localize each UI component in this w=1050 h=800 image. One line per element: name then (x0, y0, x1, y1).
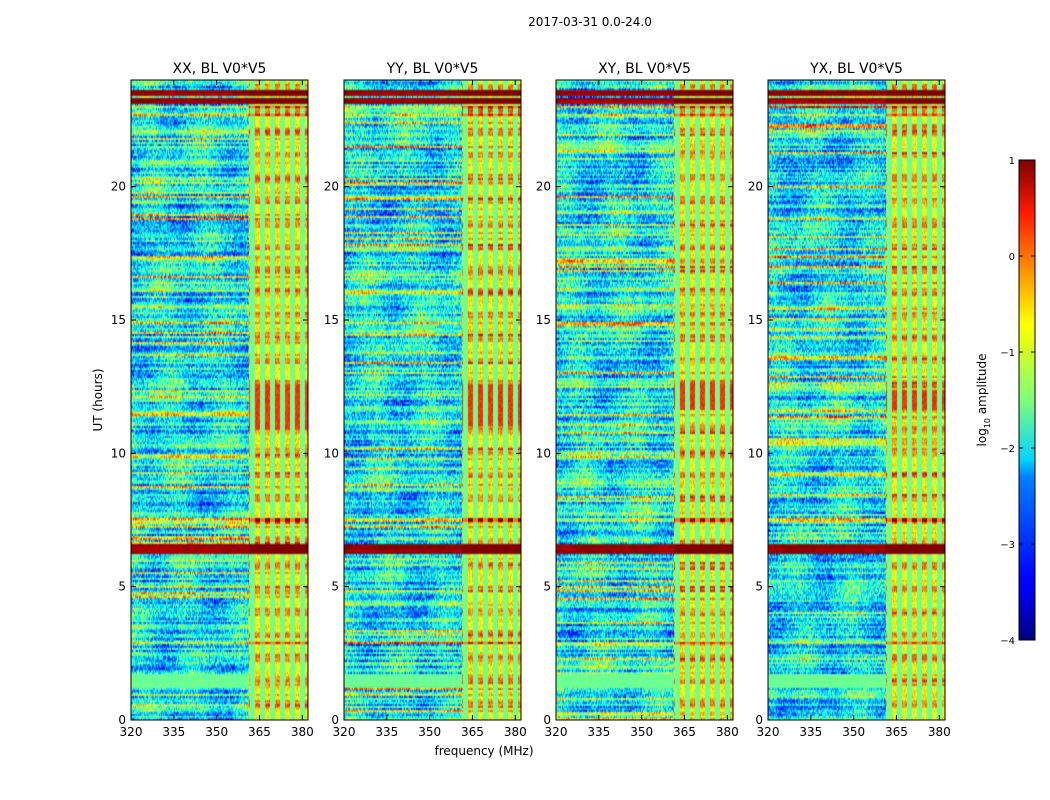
y-tick-label: 0 (543, 713, 551, 727)
x-tick-label: 335 (162, 725, 185, 739)
x-tick-label: 335 (375, 725, 398, 739)
panel-heatmap (131, 80, 308, 720)
x-axis-label: frequency (MHz) (434, 744, 533, 758)
y-tick-label: 0 (331, 713, 339, 727)
colorbar-label-log: log (975, 428, 989, 446)
y-tick-label: 0 (118, 713, 126, 727)
colorbar-label-rest: amplitude (975, 354, 989, 418)
panel-3: XY, BL V0*V5 320 335 350 365 380 0 5 10 15 20 (536, 61, 739, 739)
x-tick-label: 320 (333, 725, 356, 739)
x-tick-label: 320 (120, 725, 143, 739)
panel-heatmap (344, 80, 521, 720)
panel-frame (767, 79, 946, 721)
panel-frame (343, 79, 522, 721)
x-tick-label: 380 (928, 725, 951, 739)
y-axis-label: UT (hours) (91, 368, 105, 431)
y-tick-label: 5 (331, 580, 339, 594)
x-tick-label: 320 (545, 725, 568, 739)
x-tick-label: 350 (842, 725, 865, 739)
x-tick-label: 365 (673, 725, 696, 739)
colorbar-tick-label: −2 (1000, 444, 1015, 455)
y-tick-label: 15 (536, 313, 551, 327)
colorbar-gradient (1018, 159, 1036, 641)
y-tick-label: 20 (111, 180, 126, 194)
y-tick-label: 10 (324, 446, 339, 460)
colorbar-ticks: 1 0 −1 −2 −3 −4 (1000, 156, 1035, 647)
panel-title: XY, BL V0*V5 (598, 61, 691, 77)
y-tick-label: 15 (748, 313, 763, 327)
x-tick-label: 350 (630, 725, 653, 739)
y-tick-label: 10 (111, 446, 126, 460)
panel-frame (555, 79, 734, 721)
y-tick-label: 5 (543, 580, 551, 594)
y-tick-label: 5 (755, 580, 763, 594)
x-tick-label: 320 (757, 725, 780, 739)
colorbar-tick-label: −3 (1000, 540, 1015, 551)
y-tick-label: 20 (536, 180, 551, 194)
x-tick-label: 380 (716, 725, 739, 739)
colorbar-label: log10 amplitude (975, 354, 992, 447)
x-tick-label: 350 (205, 725, 228, 739)
x-tick-label: 365 (885, 725, 908, 739)
x-tick-label: 365 (248, 725, 271, 739)
y-tick-label: 20 (748, 180, 763, 194)
x-tick-label: 380 (291, 725, 314, 739)
y-tick-label: 5 (118, 580, 126, 594)
x-tick-label: 380 (504, 725, 527, 739)
panel-title: YX, BL V0*V5 (809, 61, 903, 77)
panel-title: YY, BL V0*V5 (386, 61, 479, 77)
panel-title: XX, BL V0*V5 (173, 61, 267, 77)
x-tick-label: 335 (587, 725, 610, 739)
panel-heatmap (556, 80, 733, 720)
y-tick-label: 10 (748, 446, 763, 460)
panel-2: YY, BL V0*V5 320 335 350 365 380 0 5 10 15 20 (324, 61, 527, 739)
panel-1: XX, BL V0*V5 320 335 350 365 380 0 5 10 15 20 (111, 61, 314, 739)
y-tick-label: 20 (324, 180, 339, 194)
panel-frame (130, 79, 309, 721)
y-tick-label: 15 (324, 313, 339, 327)
colorbar: 10−1−2−3−4 log10 amplitude (975, 156, 1036, 647)
y-tick-label: 0 (755, 713, 763, 727)
x-tick-label: 335 (799, 725, 822, 739)
colorbar-tick-label: 1 (1009, 156, 1015, 167)
panel-heatmap (768, 80, 945, 720)
colorbar-tick-label: −1 (1000, 348, 1015, 359)
colorbar-tick-label: −4 (1000, 636, 1015, 647)
panel-4: YX, BL V0*V5 320 335 350 365 380 0 5 10 15 20 (748, 61, 951, 739)
x-tick-label: 350 (418, 725, 441, 739)
colorbar-tick-label: 0 (1009, 252, 1015, 263)
y-tick-label: 15 (111, 313, 126, 327)
colorbar-label-sub: 10 (983, 418, 992, 428)
x-tick-label: 365 (461, 725, 484, 739)
figure-suptitle: 2017-03-31 0.0-24.0 (528, 15, 652, 29)
y-tick-label: 10 (536, 446, 551, 460)
